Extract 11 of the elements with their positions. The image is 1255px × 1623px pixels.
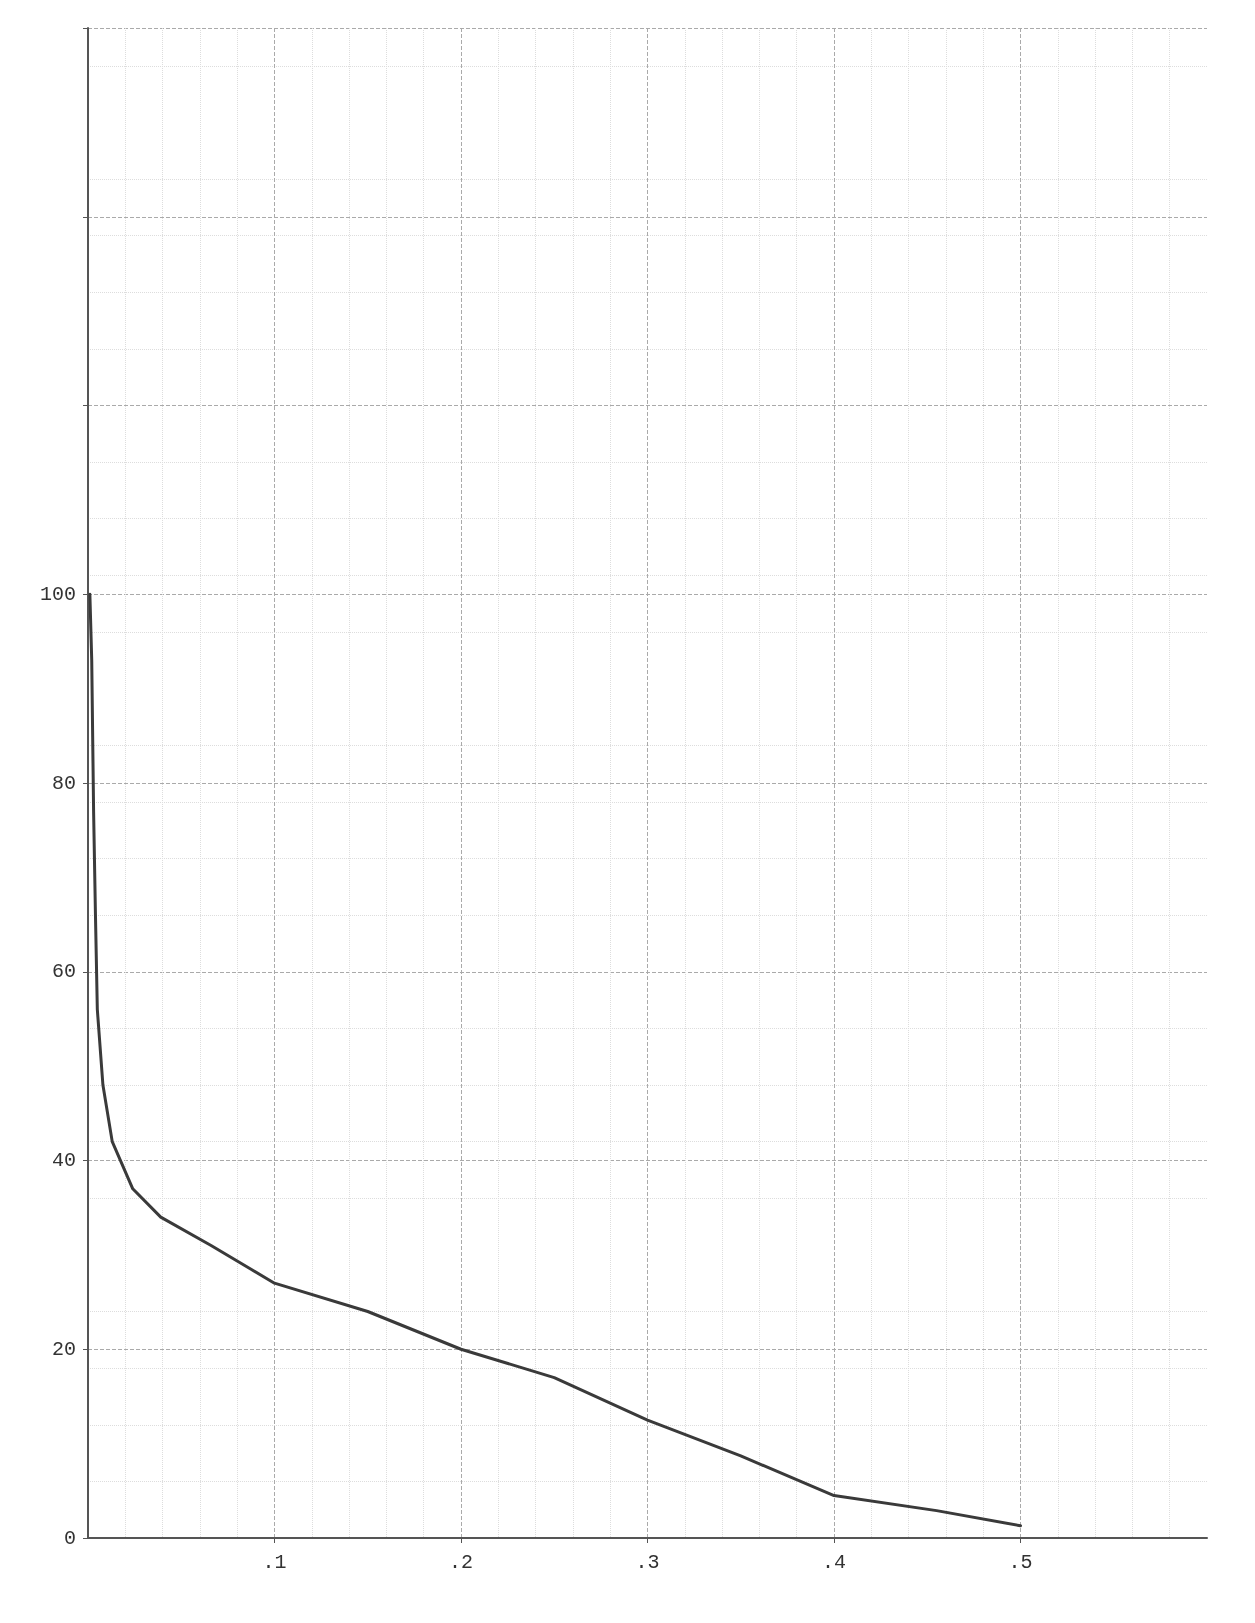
y-tick-label: 20 (51, 1337, 76, 1361)
y-tick-label: 40 (51, 1149, 76, 1172)
y-tick-label: 80 (51, 771, 76, 795)
x-tick-label: .4 (821, 1550, 847, 1574)
x-tick-label: .5 (1008, 1550, 1033, 1574)
y-tick-label: 0 (63, 1526, 76, 1550)
x-tick-label: .2 (448, 1550, 474, 1574)
x-tick-label: .3 (635, 1550, 660, 1574)
x-tick-label: .1 (262, 1550, 287, 1574)
y-tick-label: 60 (51, 960, 76, 984)
y-tick-label: 100 (39, 582, 76, 606)
